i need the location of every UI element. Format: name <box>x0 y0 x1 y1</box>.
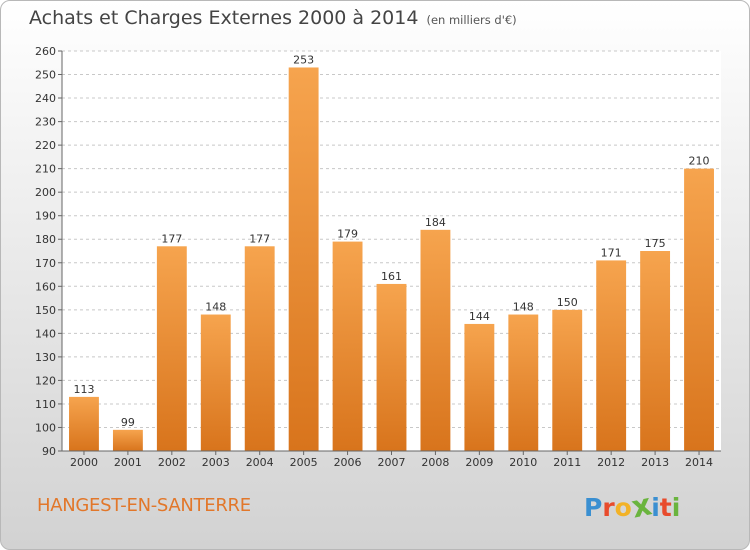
x-tick-label: 2014 <box>685 456 713 469</box>
bars: 113 99 177 148 177 253 179 161 184 144 148 150 171 17… <box>69 53 714 452</box>
bar-value-label: 171 <box>601 246 622 259</box>
logo-letter: r <box>602 493 615 522</box>
x-tick-label: 2001 <box>114 456 142 469</box>
bar-2000 <box>69 396 99 451</box>
x-axis: 2000 2001 2002 2003 2004 2005 2006 2007 2008 2009… <box>62 450 721 469</box>
bar-2014 <box>684 168 714 451</box>
x-tick-label: 2003 <box>202 456 230 469</box>
bar-value-label: 177 <box>249 232 270 245</box>
bar-value-label: 99 <box>121 416 135 429</box>
y-tick-label: 90 <box>42 445 56 458</box>
logo-letter: i <box>671 493 681 522</box>
bar-value-label: 179 <box>337 228 358 241</box>
y-tick-label: 260 <box>35 45 56 58</box>
bar-2013 <box>640 251 671 451</box>
bar-2008 <box>420 229 451 451</box>
bar-value-label: 184 <box>425 216 446 229</box>
y-tick-label: 210 <box>35 163 56 176</box>
bar-value-label: 144 <box>469 310 490 323</box>
y-tick-label: 160 <box>35 280 56 293</box>
y-tick-label: 110 <box>35 398 56 411</box>
bar-2012 <box>596 260 627 451</box>
x-tick-label: 2005 <box>290 456 318 469</box>
town-name: HANGEST-EN-SANTERRE <box>37 495 251 516</box>
x-tick-label: 2010 <box>509 456 537 469</box>
y-tick-label: 100 <box>35 421 56 434</box>
y-tick-label: 190 <box>35 210 56 223</box>
x-tick-label: 2000 <box>70 456 98 469</box>
logo-letter: i <box>651 493 660 522</box>
bar-value-label: 113 <box>73 383 94 396</box>
x-tick-label: 2011 <box>553 456 581 469</box>
bar-value-label: 177 <box>161 232 182 245</box>
y-tick-label: 120 <box>35 374 56 387</box>
bar-value-label: 148 <box>513 301 534 314</box>
x-tick-label: 2012 <box>597 456 625 469</box>
x-tick-label: 2006 <box>334 456 362 469</box>
bar-value-label: 148 <box>205 301 226 314</box>
bar-2005 <box>288 67 319 452</box>
x-tick-label: 2013 <box>641 456 669 469</box>
bar-value-label: 253 <box>293 53 314 66</box>
y-tick-label: 180 <box>35 233 56 246</box>
logo-letter: t <box>659 493 672 522</box>
bar-2004 <box>244 246 275 451</box>
bar-value-label: 175 <box>645 237 666 250</box>
x-tick-label: 2004 <box>246 456 274 469</box>
y-tick-label: 220 <box>35 139 56 152</box>
y-tick-label: 140 <box>35 327 56 340</box>
bar-2007 <box>376 283 407 451</box>
bar-2006 <box>332 241 363 451</box>
bar-2009 <box>464 323 495 451</box>
y-tick-label: 170 <box>35 257 56 270</box>
bar-2002 <box>156 246 187 451</box>
bar-2003 <box>200 314 231 451</box>
y-tick-label: 240 <box>35 92 56 105</box>
bar-2010 <box>508 314 539 451</box>
proxiti-logo[interactable]: Proxiti <box>584 487 681 525</box>
bar-value-label: 150 <box>557 296 578 309</box>
y-axis: 90 100 110 120 130 140 150 160 170 180 190 200 210 22… <box>35 45 63 458</box>
logo-letter: o <box>614 493 632 522</box>
bar-2001 <box>112 429 143 451</box>
x-tick-label: 2008 <box>421 456 449 469</box>
chart-title: Achats et Charges Externes 2000 à 2014 (e… <box>29 7 517 29</box>
y-tick-label: 200 <box>35 186 56 199</box>
y-tick-label: 250 <box>35 69 56 82</box>
x-tick-label: 2009 <box>465 456 493 469</box>
bar-value-label: 161 <box>381 270 402 283</box>
chart-unit: (en milliers d'€) <box>426 13 517 27</box>
x-tick-label: 2002 <box>158 456 186 469</box>
y-tick-label: 150 <box>35 304 56 317</box>
logo-letter: P <box>584 493 603 522</box>
bar-2011 <box>552 309 583 451</box>
bar-value-label: 210 <box>689 155 710 168</box>
y-tick-label: 230 <box>35 116 56 129</box>
y-tick-label: 130 <box>35 351 56 364</box>
chart-title-text: Achats et Charges Externes 2000 à 2014 <box>29 7 419 29</box>
x-tick-label: 2007 <box>378 456 406 469</box>
